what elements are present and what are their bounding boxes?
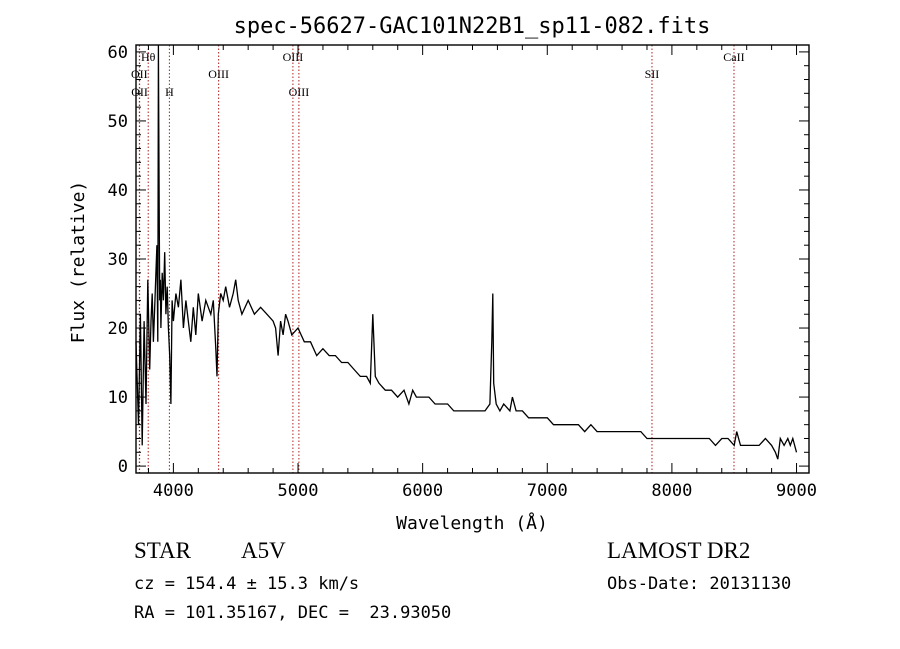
axis-ticks: 4000 5000 6000 7000 8000 9000 0 10 20 30 40 50 60	[108, 43, 817, 501]
object-subclass: A5V	[241, 538, 286, 563]
survey-name: LAMOST DR2	[607, 538, 751, 563]
y-tick-label: 20	[108, 319, 128, 339]
y-tick-label: 40	[108, 181, 128, 201]
y-tick-label: 30	[108, 250, 128, 270]
x-tick-label: 5000	[278, 481, 319, 501]
x-tick-label: 7000	[527, 481, 568, 501]
line-marker-label: H	[165, 85, 174, 99]
line-marker-label: SII	[645, 67, 660, 81]
chart-title: spec-56627-GAC101N22B1_sp11-082.fits	[234, 14, 711, 39]
line-marker-label: CaII	[723, 50, 744, 64]
x-tick-label: 9000	[776, 481, 817, 501]
x-axis-label: Wavelength (Å)	[396, 512, 548, 534]
line-marker-label: OIII	[289, 85, 310, 99]
line-marker-label: OIII	[283, 50, 304, 64]
obs-date-text: Obs-Date: 20131130	[607, 574, 792, 594]
y-tick-label: 50	[108, 112, 128, 132]
line-marker-label: OII	[131, 85, 148, 99]
redshift-text: cz = 154.4 ± 15.3 km/s	[134, 574, 360, 594]
object-class: STAR	[134, 538, 191, 563]
x-tick-label: 4000	[153, 481, 194, 501]
y-tick-label: 60	[108, 43, 128, 63]
line-marker-label: OIII	[208, 67, 229, 81]
coordinates-text: RA = 101.35167, DEC = 23.93050	[134, 603, 452, 623]
y-tick-label: 0	[118, 457, 128, 477]
x-tick-label: 8000	[651, 481, 692, 501]
y-tick-label: 10	[108, 388, 128, 408]
x-tick-label: 6000	[402, 481, 443, 501]
plot-frame	[135, 44, 810, 474]
spectrum-line	[135, 44, 798, 460]
y-axis-label: Flux (relative)	[68, 181, 89, 344]
line-marker-label: Hθ	[141, 50, 156, 64]
